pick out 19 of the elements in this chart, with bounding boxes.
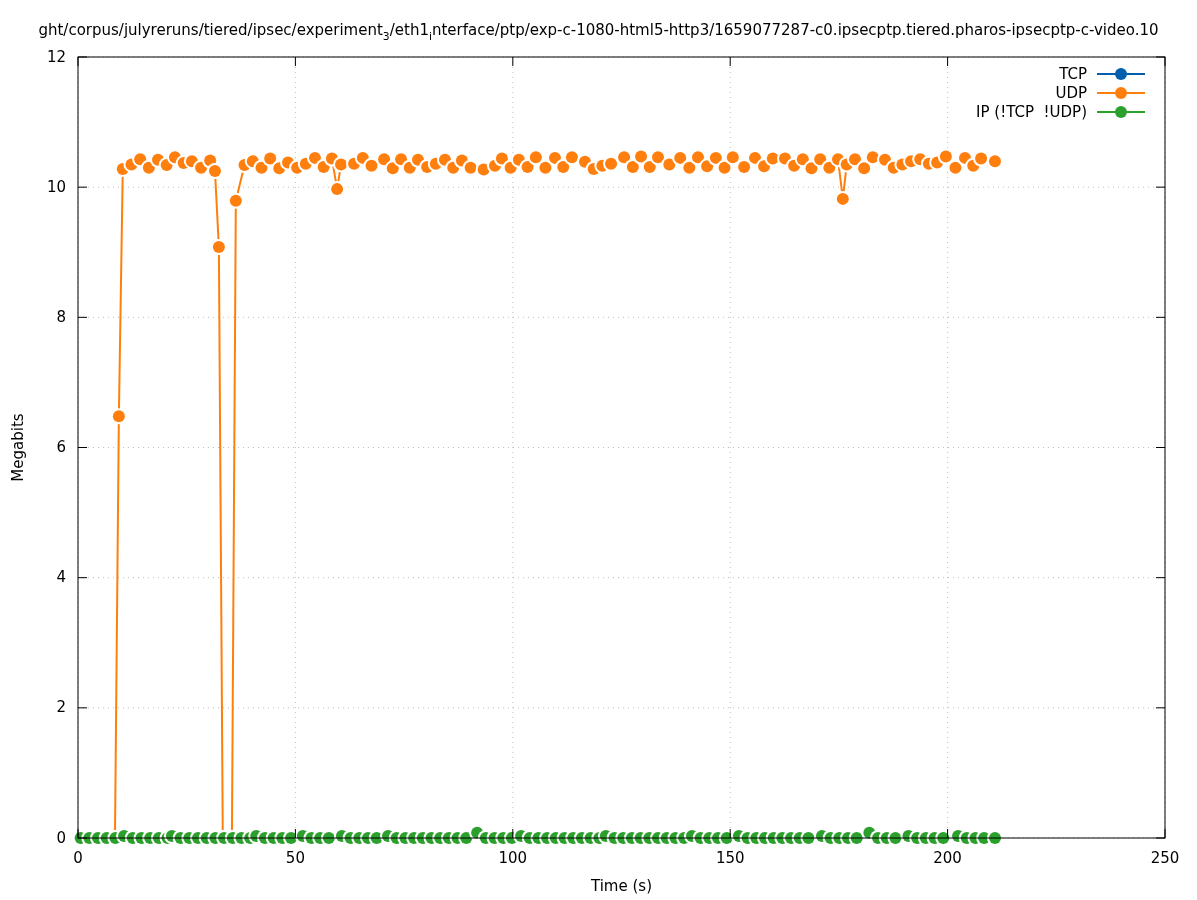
- legend-label: UDP: [1055, 83, 1087, 102]
- chart-title: ght/corpus/julyreruns/tiered/ipsec/experiment$_{3}$/eth1$_{i}$nterface/ptp/exp-c-1080-html5-http3/1659077287-c0.ipsecptp.tiered.pharos-ipsecptp-c-video.10: [38, 20, 1159, 43]
- y-tick-label: 0: [56, 828, 66, 847]
- y-tick-label: 8: [56, 307, 66, 326]
- x-tick-label: 0: [73, 848, 83, 867]
- legend-label: TCP: [1058, 64, 1087, 83]
- x-tick-label: 150: [715, 848, 745, 867]
- x-axis-title: Time (s): [590, 876, 652, 895]
- legend-label: IP (!TCP !UDP): [976, 102, 1087, 121]
- y-tick-label: 6: [56, 438, 66, 456]
- y-tick-label: 2: [56, 698, 66, 717]
- x-tick-label: 250: [1150, 848, 1180, 867]
- x-tick-label: 200: [933, 848, 962, 867]
- y-tick-label: 4: [56, 568, 66, 587]
- x-tick-label: 50: [285, 848, 305, 867]
- y-tick-label: 12: [46, 47, 66, 66]
- y-tick-label: 10: [46, 177, 66, 196]
- y-axis-title: Megabits: [8, 413, 27, 482]
- x-tick-label: 100: [498, 848, 528, 867]
